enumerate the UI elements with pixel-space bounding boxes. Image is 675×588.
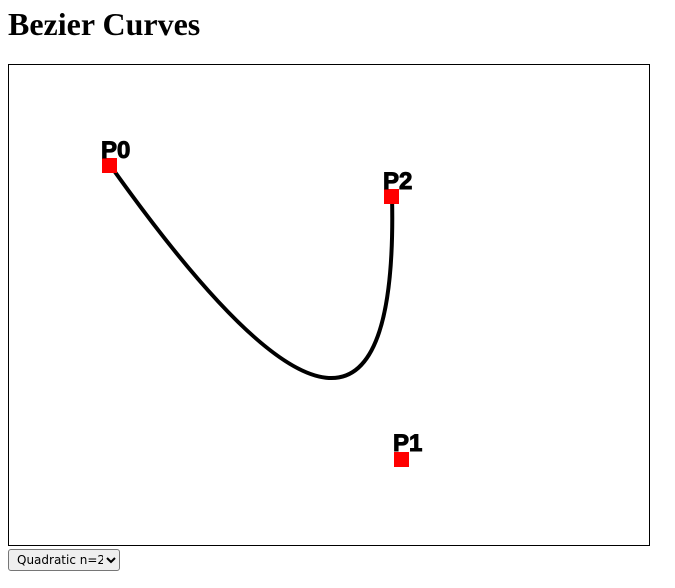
page-title: Bezier Curves (8, 6, 201, 42)
bezier-curve (108, 163, 395, 381)
control-point-p0[interactable] (102, 158, 117, 173)
control-point-p1-label: P1 (393, 430, 422, 457)
control-point-p2-label: P2 (383, 168, 412, 195)
curve-type-select[interactable]: Quadratic n=2 (8, 549, 120, 571)
control-point-p2[interactable] (384, 189, 399, 204)
control-point-p0-label: P0 (101, 137, 130, 164)
bezier-canvas-svg[interactable]: P0 P2 P1 (9, 65, 649, 545)
bezier-canvas[interactable]: P0 P2 P1 (8, 64, 650, 546)
control-point-p1[interactable] (394, 452, 409, 467)
